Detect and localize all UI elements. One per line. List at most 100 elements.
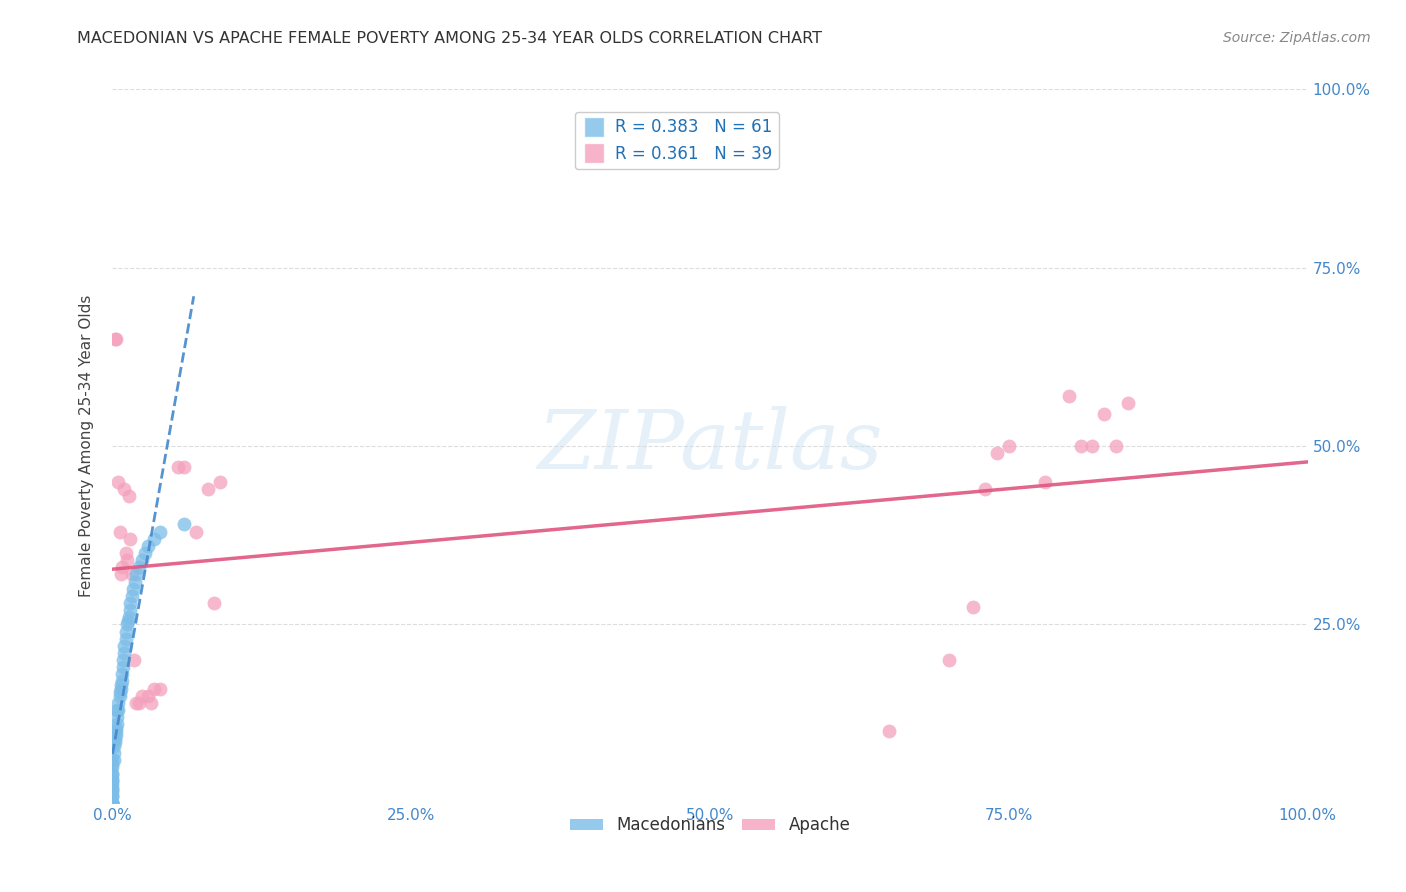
Legend: Macedonians, Apache: Macedonians, Apache (562, 810, 858, 841)
Point (114, 639, 135, 653)
Point (117, 614, 139, 628)
Point (112, 653, 135, 667)
Point (128, 560, 150, 574)
Point (1081, 439, 1104, 453)
Point (121, 567, 143, 582)
Point (101, 796, 124, 810)
Point (111, 674, 134, 689)
Point (101, 796, 124, 810)
Point (101, 796, 124, 810)
Point (114, 482, 135, 496)
Point (105, 721, 128, 735)
Point (103, 739, 125, 753)
Point (101, 781, 124, 796)
Point (149, 681, 172, 696)
Point (101, 778, 124, 792)
Point (125, 696, 148, 710)
Point (105, 728, 128, 742)
Point (104, 735, 127, 749)
Point (111, 667, 134, 681)
Point (986, 446, 1008, 460)
Point (101, 767, 124, 781)
Point (143, 532, 166, 546)
Point (101, 767, 124, 781)
Point (138, 539, 160, 553)
Point (120, 603, 142, 617)
Point (103, 746, 125, 760)
Point (962, 599, 984, 614)
Point (186, 524, 208, 539)
Point (139, 696, 162, 710)
Point (209, 475, 232, 489)
Point (108, 685, 131, 699)
Point (105, 724, 128, 739)
Point (103, 753, 125, 767)
Point (101, 756, 124, 771)
Point (121, 589, 143, 603)
Point (101, 774, 124, 789)
Point (134, 546, 156, 560)
Point (118, 610, 141, 624)
Text: ZIPatlas: ZIPatlas (537, 406, 883, 486)
Point (101, 789, 124, 803)
Point (101, 789, 124, 803)
Point (173, 517, 195, 532)
Point (124, 574, 146, 589)
Point (1118, 396, 1140, 410)
Point (115, 617, 138, 632)
Point (118, 489, 141, 503)
Point (110, 678, 132, 692)
Point (202, 596, 225, 610)
Point (143, 681, 166, 696)
Point (101, 796, 124, 810)
Point (1070, 439, 1092, 453)
Point (115, 553, 138, 567)
Point (107, 475, 129, 489)
Point (1057, 389, 1080, 403)
Point (105, 717, 128, 731)
Point (167, 460, 190, 475)
Point (114, 546, 136, 560)
Point (107, 703, 129, 717)
Text: Source: ZipAtlas.com: Source: ZipAtlas.com (1223, 31, 1371, 45)
Point (101, 781, 124, 796)
Point (197, 482, 219, 496)
Point (101, 753, 124, 767)
Point (120, 532, 142, 546)
Point (101, 785, 124, 799)
Point (114, 632, 136, 646)
Point (122, 653, 145, 667)
Point (120, 596, 142, 610)
Point (104, 731, 127, 746)
Point (938, 653, 960, 667)
Y-axis label: Female Poverty Among 25-34 Year Olds: Female Poverty Among 25-34 Year Olds (79, 295, 94, 597)
Point (125, 567, 148, 582)
Point (107, 696, 129, 710)
Point (131, 689, 153, 703)
Point (974, 482, 997, 496)
Point (108, 689, 131, 703)
Point (1094, 407, 1116, 421)
Point (112, 660, 135, 674)
Point (114, 646, 135, 660)
Point (111, 560, 134, 574)
Point (108, 524, 131, 539)
Point (1105, 439, 1128, 453)
Point (101, 796, 124, 810)
Point (101, 774, 124, 789)
Point (131, 553, 153, 567)
Point (1033, 475, 1056, 489)
Point (121, 582, 143, 596)
Point (105, 710, 128, 724)
Point (173, 460, 195, 475)
Point (105, 332, 128, 346)
Point (114, 624, 136, 639)
Point (101, 771, 124, 785)
Point (104, 332, 127, 346)
Point (105, 703, 128, 717)
Text: MACEDONIAN VS APACHE FEMALE POVERTY AMONG 25-34 YEAR OLDS CORRELATION CHART: MACEDONIAN VS APACHE FEMALE POVERTY AMON… (77, 31, 823, 46)
Point (149, 524, 172, 539)
Point (138, 689, 160, 703)
Point (110, 567, 132, 582)
Point (879, 724, 901, 739)
